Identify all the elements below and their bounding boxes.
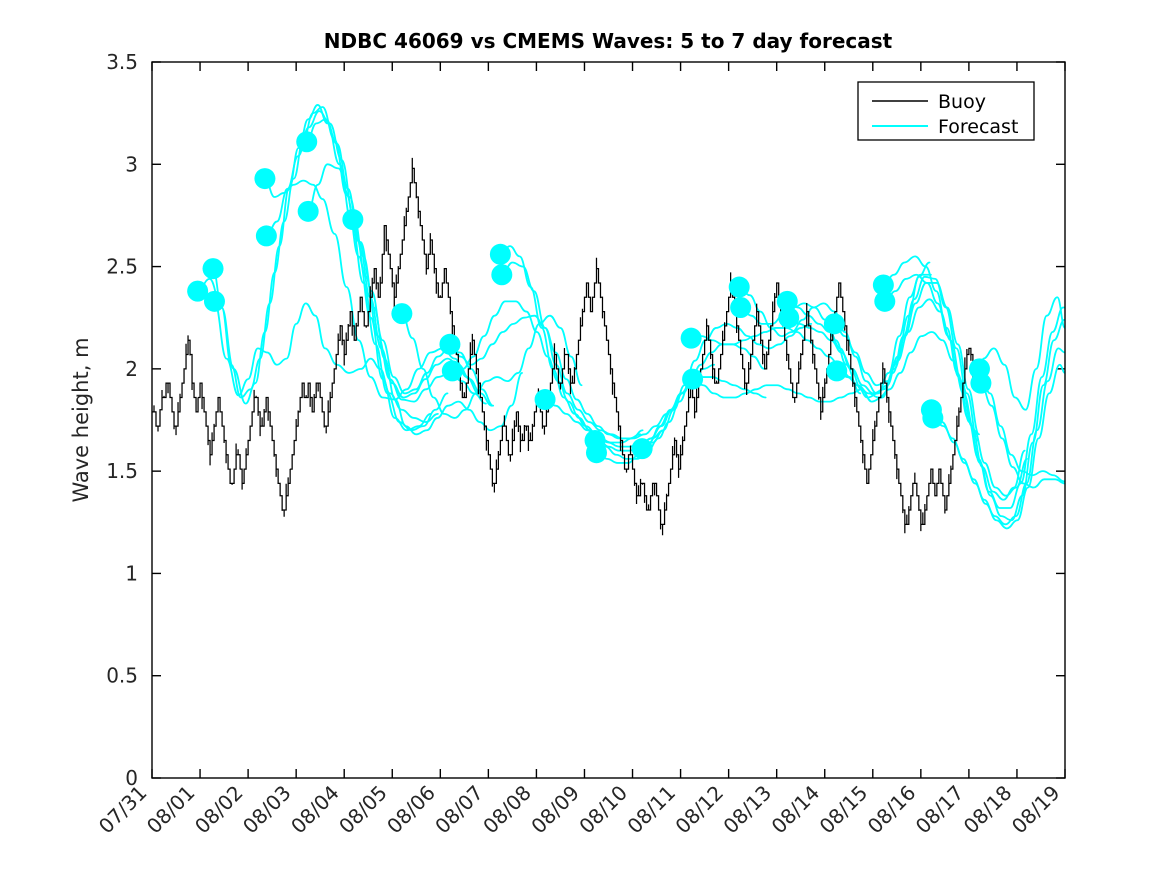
forecast-trace [307, 163, 495, 407]
forecast-trace [787, 282, 980, 436]
forecast-start-marker [826, 360, 848, 382]
forecast-start-marker [730, 296, 752, 318]
forecast-trace [833, 298, 1026, 501]
forecast-start-marker [489, 243, 511, 265]
y-axis-ticks: 0 0.5 1 1.5 2 2.5 3 3.5 [106, 50, 1065, 790]
chart-title: NDBC 46069 vs CMEMS Waves: 5 to 7 day fo… [324, 29, 893, 53]
forecast-start-marker [296, 131, 318, 153]
chart-legend[interactable]: Buoy Forecast [857, 81, 1035, 141]
y-tick-label: 2 [125, 357, 138, 381]
forecast-start-marker [342, 209, 364, 231]
forecast-start-marker [203, 290, 225, 312]
y-tick-label: 0 [125, 766, 138, 790]
forecast-start-marker [823, 313, 845, 335]
forecast-start-marker [872, 274, 894, 296]
forecast-trace [500, 261, 668, 440]
forecast-start-marker [255, 225, 277, 247]
forecast-trace [212, 104, 449, 432]
forecast-trace [351, 218, 523, 436]
forecast-start-marker [585, 442, 607, 464]
forecast-start-marker [682, 368, 704, 390]
forecast-start-marker [680, 327, 702, 349]
forecast-start-marker [631, 438, 653, 460]
forecast-start-marker [922, 407, 944, 429]
y-axis-label: Wave height, m [69, 337, 93, 502]
forecast-trace [882, 255, 1065, 509]
legend-label-buoy: Buoy [938, 91, 986, 113]
legend-label-forecast: Forecast [938, 116, 1018, 138]
forecast-start-marker [439, 333, 461, 355]
y-tick-label: 3 [125, 152, 138, 176]
buoy-series-line [152, 157, 974, 536]
forecast-trace [980, 382, 1065, 489]
forecast-trace [835, 331, 1028, 497]
axes-frame [151, 61, 1066, 779]
forecast-start-marker [728, 276, 750, 298]
forecast-start-marker [534, 389, 556, 411]
forecast-start-marker [297, 200, 319, 222]
y-tick-label: 1 [125, 561, 138, 585]
forecast-start-marker [778, 307, 800, 329]
forecast-start-marker [874, 290, 896, 312]
forecast-trace [930, 347, 1065, 526]
forecast-trace [691, 378, 863, 403]
plot-area [152, 104, 1065, 536]
forecast-start-marker [254, 168, 276, 190]
forecast-start-marker [776, 290, 798, 312]
forecast-trace [213, 300, 439, 423]
forecast-start-marker [202, 258, 224, 280]
y-tick-label: 0.5 [106, 664, 138, 688]
forecast-start-marker [441, 360, 463, 382]
forecast-trace [978, 367, 1065, 483]
legend-box [857, 81, 1035, 141]
forecast-start-markers [187, 131, 992, 464]
y-tick-label: 2.5 [106, 255, 138, 279]
forecast-trace [400, 312, 583, 419]
forecast-trace [594, 343, 766, 460]
forecast-trace [982, 296, 1065, 411]
forecast-start-marker [187, 280, 209, 302]
forecast-trace [690, 327, 862, 395]
y-tick-label: 3.5 [106, 50, 138, 74]
forecast-start-marker [491, 264, 513, 286]
y-tick-label: 1.5 [106, 459, 138, 483]
forecast-start-marker [391, 303, 413, 325]
forecast-start-marker [970, 372, 992, 394]
